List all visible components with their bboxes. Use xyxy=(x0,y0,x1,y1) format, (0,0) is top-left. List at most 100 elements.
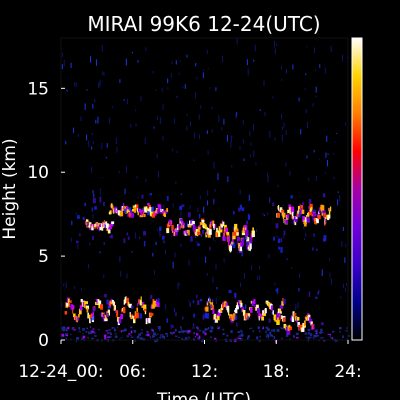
surface-band-pixel xyxy=(279,327,282,329)
upper-layer-right-pixel xyxy=(317,214,321,220)
upper-layer-right-pixel xyxy=(278,205,280,211)
surface-band-pixel xyxy=(259,335,261,338)
upper-layer-right-pixel xyxy=(293,218,295,224)
upper-layer-center-pixel xyxy=(197,226,200,233)
noise-speckle xyxy=(63,59,65,67)
surface-band-pixel xyxy=(281,337,283,340)
low-layer-left-pixel xyxy=(139,300,142,306)
noise-speckle xyxy=(140,95,142,102)
noise-speckle xyxy=(297,301,299,309)
low-layer-center-pixel xyxy=(276,311,279,315)
noise-speckle xyxy=(328,258,330,261)
noise-speckle xyxy=(172,148,174,152)
upper-layer-mid-pixel xyxy=(164,212,166,218)
surface-band-pixel xyxy=(87,336,89,339)
surface-band-pixel xyxy=(196,326,198,329)
surface-band-pixel xyxy=(108,336,112,338)
upper-layer-right-pixel xyxy=(316,218,319,224)
noise-speckle xyxy=(101,176,103,179)
upper-layer-left-pixel xyxy=(107,228,111,234)
noise-speckle xyxy=(188,259,190,266)
upper-layer-right-pixel xyxy=(299,204,302,210)
low-layer-center-pixel xyxy=(259,313,261,318)
low-layer-left-pixel xyxy=(85,305,90,310)
low-layer-center-pixel xyxy=(280,304,284,309)
upper-layer-center-pixel xyxy=(199,226,201,230)
low-layer-left-pixel xyxy=(133,318,136,324)
noise-speckle xyxy=(71,220,73,226)
surface-band-pixel xyxy=(82,328,85,331)
upper-layer-center-pixel xyxy=(221,224,224,228)
upper-layer-center-pixel xyxy=(192,220,195,225)
feature-halo xyxy=(320,322,324,326)
colorbar xyxy=(351,37,363,341)
feature-halo xyxy=(275,289,278,292)
noise-speckle xyxy=(281,134,283,142)
surface-band-pixel xyxy=(318,332,321,334)
low-layer-center-pixel xyxy=(242,309,244,312)
noise-speckle xyxy=(230,135,232,142)
feature-halo xyxy=(170,324,172,329)
surface-band-pixel xyxy=(269,331,272,335)
low-layer-right-pixel xyxy=(291,316,295,322)
feature-halo xyxy=(209,246,211,251)
noise-speckle xyxy=(211,106,213,110)
noise-speckle xyxy=(308,177,310,181)
noise-speckle xyxy=(116,146,118,153)
upper-layer-mid-pixel xyxy=(131,212,134,219)
surface-band-pixel xyxy=(210,326,214,330)
low-layer-right-pixel xyxy=(310,321,313,326)
surface-band-pixel xyxy=(269,334,273,337)
noise-speckle xyxy=(206,130,208,134)
noise-speckle xyxy=(249,249,251,253)
upper-layer-right-pixel xyxy=(282,215,284,220)
noise-speckle xyxy=(324,67,326,74)
surface-band-pixel xyxy=(180,327,182,330)
noise-speckle xyxy=(186,113,188,117)
upper-layer-center-pixel xyxy=(206,232,209,236)
noise-speckle xyxy=(209,87,211,89)
surface-band-pixel xyxy=(114,335,118,338)
noise-speckle xyxy=(212,299,214,303)
low-layer-left-pixel xyxy=(137,303,139,307)
low-layer-right-pixel xyxy=(280,311,282,314)
upper-layer-mid-pixel xyxy=(141,211,144,217)
x-tick-label-18: 18: xyxy=(263,362,290,382)
upper-layer-dip-pixel xyxy=(225,228,228,235)
low-layer-center-pixel xyxy=(228,309,230,316)
feature-halo xyxy=(173,308,175,313)
surface-band-pixel xyxy=(285,334,289,337)
feature-halo xyxy=(200,298,203,302)
noise-speckle xyxy=(126,273,128,279)
surface-band-pixel xyxy=(250,327,253,329)
noise-speckle xyxy=(156,228,158,231)
noise-speckle xyxy=(119,255,121,263)
noise-speckle xyxy=(177,282,179,290)
low-layer-left-pixel xyxy=(129,312,131,318)
upper-layer-mid-pixel xyxy=(166,208,168,212)
noise-speckle xyxy=(205,256,207,263)
surface-band-pixel xyxy=(162,336,165,338)
noise-speckle xyxy=(206,272,208,276)
upper-layer-mid-pixel xyxy=(132,209,136,212)
low-layer-left-pixel xyxy=(155,299,157,305)
low-layer-right-pixel xyxy=(289,324,291,328)
noise-speckle xyxy=(215,87,217,91)
noise-speckle xyxy=(263,214,265,217)
noise-speckle xyxy=(273,40,275,48)
upper-layer-right-pixel xyxy=(276,212,280,218)
feature-halo xyxy=(192,300,195,303)
noise-speckle xyxy=(158,171,160,178)
low-layer-left-pixel xyxy=(99,300,102,306)
upper-layer-center-pixel xyxy=(222,221,225,227)
upper-layer-right-pixel xyxy=(323,212,326,218)
low-layer-right-pixel xyxy=(288,326,292,330)
upper-layer-left-pixel xyxy=(103,219,105,223)
upper-layer-dip-pixel xyxy=(236,236,240,241)
feature-halo xyxy=(213,319,216,324)
surface-band-pixel xyxy=(146,330,149,333)
noise-speckle xyxy=(88,140,90,148)
noise-speckle xyxy=(267,175,269,183)
surface-band-pixel xyxy=(321,331,324,334)
noise-speckle xyxy=(281,126,283,130)
